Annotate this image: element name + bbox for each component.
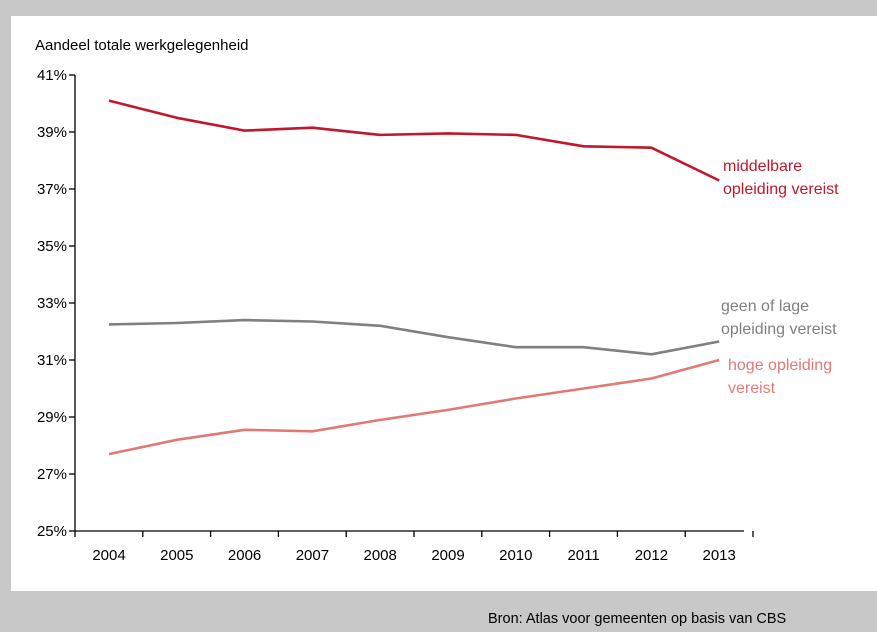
series-line-hoog <box>108 358 720 456</box>
source-note: Bron: Atlas voor gemeenten op basis van … <box>488 611 787 627</box>
x-tick-label: 2013 <box>703 547 736 564</box>
x-tick-label: 2010 <box>499 547 532 564</box>
series-line-laag <box>108 318 720 356</box>
series-label-laag: geen of lage <box>721 298 809 315</box>
x-tick-label: 2005 <box>160 547 193 564</box>
y-tick-label: 37% <box>37 181 67 198</box>
y-tick-label: 31% <box>37 352 67 369</box>
y-axis-title: Aandeel totale werkgelegenheid <box>35 37 249 54</box>
x-tick-label: 2004 <box>92 547 125 564</box>
y-tick-label: 29% <box>37 409 67 426</box>
series-label-middelbaar: opleiding vereist <box>723 181 839 198</box>
x-tick-label: 2008 <box>364 547 397 564</box>
series-label-hoog: hoge opleiding <box>728 357 832 374</box>
x-tick-label: 2011 <box>567 547 599 564</box>
series-labels: middelbare opleiding vereist geen of lage o… <box>721 158 839 397</box>
y-tick-label: 25% <box>37 523 67 540</box>
x-tick-label: 2006 <box>228 547 261 564</box>
series-line-middelbaar <box>108 99 720 182</box>
axes <box>69 74 754 537</box>
series-label-hoog: vereist <box>728 380 776 397</box>
series-label-middelbaar: middelbare <box>723 158 802 175</box>
y-tick-label: 27% <box>37 466 67 483</box>
x-tick-label: 2012 <box>635 547 668 564</box>
series-label-laag: opleiding vereist <box>721 321 837 338</box>
y-tick-label: 33% <box>37 295 67 312</box>
x-tick-label: 2009 <box>431 547 464 564</box>
tick-labels: 25% 27% 29% 31% 33% 35% 37% 39% 41% 2004 2005 2006 2… <box>37 67 736 564</box>
y-tick-label: 39% <box>37 124 67 141</box>
x-tick-label: 2007 <box>296 547 329 564</box>
series-lines <box>108 99 720 456</box>
y-tick-label: 35% <box>37 238 67 255</box>
y-tick-label: 41% <box>37 67 67 84</box>
